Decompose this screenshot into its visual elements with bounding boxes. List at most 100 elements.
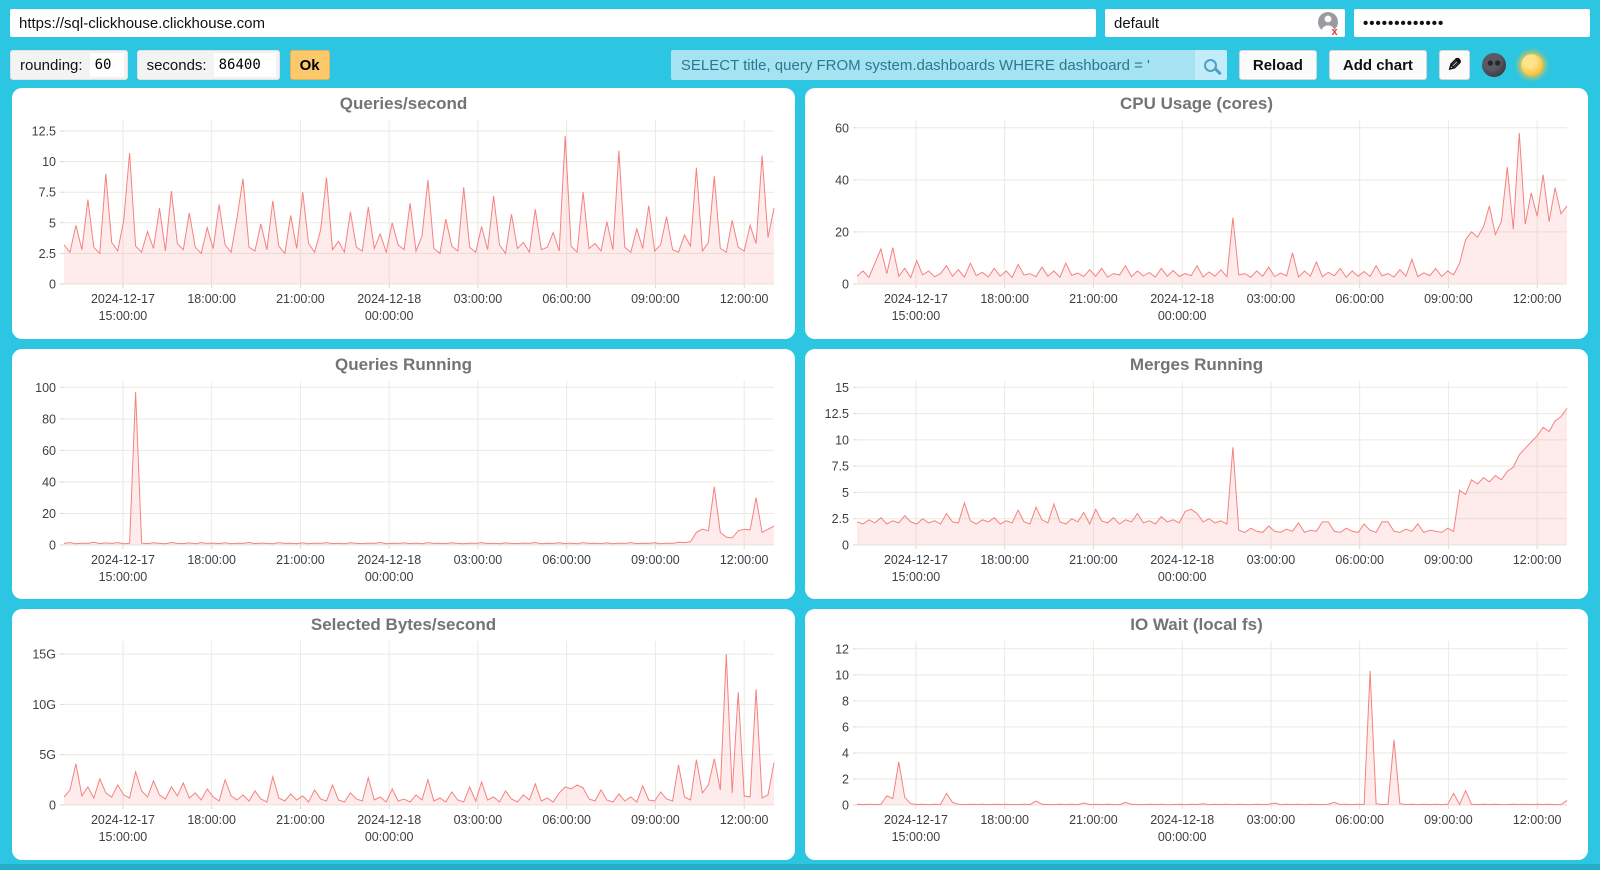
y-axis-tick-label: 0 xyxy=(842,799,849,813)
x-axis-tick-label: 06:00:00 xyxy=(1335,292,1384,306)
x-axis-tick-label: 2024-12-18 xyxy=(1150,813,1214,827)
controls-toolbar: rounding: seconds: Ok Reload Add chart ✎ xyxy=(0,50,1600,80)
password-input[interactable] xyxy=(1354,9,1590,37)
theme-dark-button[interactable] xyxy=(1482,52,1506,78)
x-axis-tick-label: 03:00:00 xyxy=(454,292,503,306)
x-axis-tick-label: 00:00:00 xyxy=(365,830,414,844)
seconds-input[interactable] xyxy=(213,53,276,77)
x-axis-tick-label: 18:00:00 xyxy=(187,292,236,306)
x-axis-tick-label: 12:00:00 xyxy=(720,292,769,306)
connection-toolbar: x xyxy=(0,0,1600,38)
x-axis-tick-label: 21:00:00 xyxy=(1069,813,1118,827)
search-icon xyxy=(1204,58,1218,72)
y-axis-tick-label: 60 xyxy=(42,444,56,458)
chart-card-cpu-usage: CPU Usage (cores) 2024-12-17 15:00:00 18:0… xyxy=(805,88,1588,339)
y-axis-tick-label: 10G xyxy=(32,698,56,712)
ok-button[interactable]: Ok xyxy=(289,50,330,80)
chart-title: IO Wait (local fs) xyxy=(1130,615,1263,635)
chart-canvas-io-wait[interactable]: 2024-12-17 15:00:00 18:00:00 21:00:00 2024-1… xyxy=(811,635,1580,853)
x-axis-tick-label: 06:00:00 xyxy=(1335,553,1384,567)
x-axis-tick-label: 00:00:00 xyxy=(1158,830,1207,844)
theme-light-button[interactable] xyxy=(1518,52,1546,78)
user-input[interactable] xyxy=(1105,9,1345,37)
x-axis-tick-label: 18:00:00 xyxy=(187,553,236,567)
chart-canvas-merges-running[interactable]: 2024-12-17 15:00:00 18:00:00 21:00:00 2024-1… xyxy=(811,375,1580,593)
x-axis-tick-label: 15:00:00 xyxy=(892,570,941,584)
series-line xyxy=(856,132,1568,279)
x-axis-tick-label: 00:00:00 xyxy=(1158,570,1207,584)
x-axis-tick-label: 00:00:00 xyxy=(365,309,414,323)
x-axis-tick-label: 2024-12-18 xyxy=(357,813,421,827)
x-axis-tick-label: 03:00:00 xyxy=(454,553,503,567)
rounding-label: rounding: xyxy=(20,56,83,74)
y-axis-tick-label: 12.5 xyxy=(32,125,56,139)
chart-canvas-selected-bytes[interactable]: 2024-12-17 15:00:00 18:00:00 21:00:00 2024-1… xyxy=(18,635,787,853)
y-axis-tick-label: 0 xyxy=(49,799,56,813)
series-area xyxy=(857,133,1567,284)
chart-canvas-queries-per-second[interactable]: 2024-12-17 15:00:00 18:00:00 21:00:00 2024-1… xyxy=(18,114,787,332)
series-area xyxy=(64,391,774,545)
x-axis-tick-label: 06:00:00 xyxy=(1335,813,1384,827)
y-axis-tick-label: 0 xyxy=(49,538,56,552)
y-axis-tick-label: 0 xyxy=(842,538,849,552)
x-axis-tick-label: 2024-12-18 xyxy=(1150,553,1214,567)
chart-card-queries-running: Queries Running 2024-12-17 15:00:00 18:00:… xyxy=(12,348,795,600)
y-axis-tick-label: 7.5 xyxy=(39,186,56,200)
x-axis-tick-label: 21:00:00 xyxy=(1069,553,1118,567)
rounding-group: rounding: xyxy=(10,50,128,80)
x-axis-tick-label: 03:00:00 xyxy=(1247,553,1296,567)
pencil-icon: ✎ xyxy=(1446,55,1462,75)
x-axis-tick-label: 00:00:00 xyxy=(1158,309,1207,323)
y-axis-tick-label: 0 xyxy=(842,278,849,292)
x-axis-tick-label: 03:00:00 xyxy=(454,813,503,827)
x-axis-tick-label: 06:00:00 xyxy=(542,813,591,827)
reload-button[interactable]: Reload xyxy=(1238,50,1317,80)
charts-grid: Queries/second 2024-12-17 15:00:00 18:00:0… xyxy=(12,88,1588,860)
rounding-input[interactable] xyxy=(89,53,124,77)
server-url-input[interactable] xyxy=(10,9,1096,37)
sun-icon xyxy=(1521,54,1543,76)
y-axis-tick-label: 80 xyxy=(42,412,56,426)
y-axis-tick-label: 5G xyxy=(39,749,56,763)
x-axis-tick-label: 21:00:00 xyxy=(276,292,325,306)
y-axis-tick-label: 10 xyxy=(835,669,849,683)
x-axis-tick-label: 2024-12-18 xyxy=(357,292,421,306)
x-axis-tick-label: 2024-12-17 xyxy=(91,813,155,827)
chart-canvas-queries-running[interactable]: 2024-12-17 15:00:00 18:00:00 21:00:00 2024-1… xyxy=(18,375,787,593)
x-axis-tick-label: 09:00:00 xyxy=(631,553,680,567)
x-axis-tick-label: 15:00:00 xyxy=(99,830,148,844)
series-area xyxy=(64,654,774,806)
dashboard-query-input[interactable] xyxy=(670,50,1195,80)
y-axis-tick-label: 12.5 xyxy=(825,407,849,421)
y-axis-tick-label: 10 xyxy=(42,155,56,169)
add-chart-button[interactable]: Add chart xyxy=(1328,50,1427,80)
x-axis-tick-label: 06:00:00 xyxy=(542,292,591,306)
series-area xyxy=(857,671,1567,806)
seconds-group: seconds: xyxy=(136,50,280,80)
series-area xyxy=(857,407,1567,545)
chart-title: CPU Usage (cores) xyxy=(1119,94,1274,113)
chart-title: Queries Running xyxy=(335,354,472,374)
x-axis-tick-label: 09:00:00 xyxy=(1424,292,1473,306)
x-axis-tick-label: 15:00:00 xyxy=(99,570,148,584)
y-axis-tick-label: 20 xyxy=(42,507,56,521)
search-button[interactable] xyxy=(1194,50,1227,80)
x-axis-tick-label: 12:00:00 xyxy=(720,553,769,567)
x-axis-tick-label: 2024-12-17 xyxy=(884,813,948,827)
x-axis-tick-label: 2024-12-17 xyxy=(884,292,948,306)
chart-title: Merges Running xyxy=(1129,354,1264,374)
x-axis-tick-label: 15:00:00 xyxy=(892,830,941,844)
y-axis-tick-label: 2 xyxy=(842,773,849,787)
chart-card-queries-per-second: Queries/second 2024-12-17 15:00:00 18:00:0… xyxy=(12,88,795,339)
x-axis-tick-label: 03:00:00 xyxy=(1247,813,1296,827)
x-axis-tick-label: 00:00:00 xyxy=(365,570,414,584)
chart-canvas-cpu-usage[interactable]: 2024-12-17 15:00:00 18:00:00 21:00:00 2024-1… xyxy=(811,114,1580,332)
chart-card-selected-bytes: Selected Bytes/second 2024-12-17 15:00:00… xyxy=(12,609,795,860)
x-axis-tick-label: 06:00:00 xyxy=(542,553,591,567)
chart-card-merges-running: Merges Running 2024-12-17 15:00:00 18:00:0… xyxy=(805,348,1588,600)
edit-charts-button[interactable]: ✎ xyxy=(1438,50,1470,80)
window-bottom-edge xyxy=(0,864,1600,870)
svg-text:x: x xyxy=(1332,26,1339,36)
series-line xyxy=(63,391,775,544)
chart-card-io-wait: IO Wait (local fs) 2024-12-17 15:00:00 18:… xyxy=(805,609,1588,860)
